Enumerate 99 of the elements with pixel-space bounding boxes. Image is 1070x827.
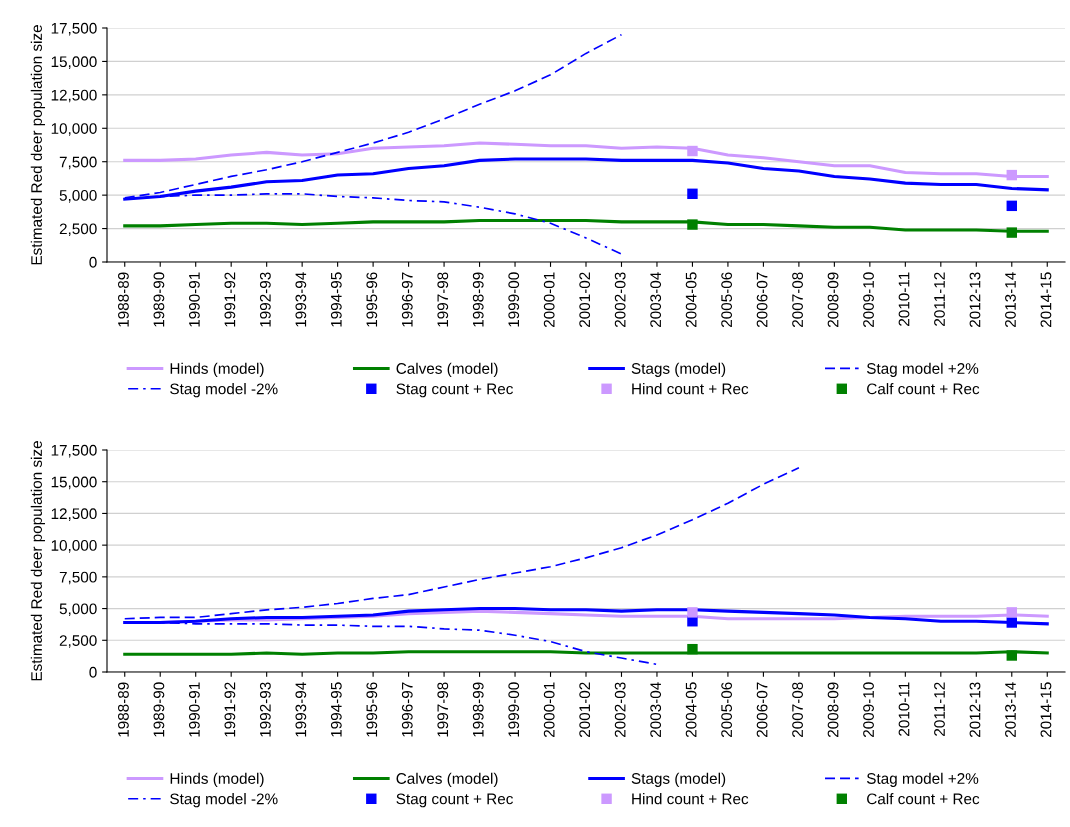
y-tick-label: 5,000	[59, 603, 97, 617]
x-tick-label: 2009-10	[863, 682, 874, 738]
x-tick-label: 2007-08	[792, 682, 803, 738]
x-tick-label: 1990-91	[188, 272, 200, 327]
point	[1006, 200, 1017, 212]
point	[1006, 650, 1017, 661]
x-tick-label: 1990-91	[188, 682, 200, 737]
point	[687, 643, 698, 655]
x-tick-label: 1995-96	[366, 272, 378, 327]
x-tick-label: 2014-15	[1040, 682, 1052, 738]
x-tick-label: 1992-93	[259, 272, 271, 327]
legend-label: Calves (model)	[396, 772, 498, 787]
y-tick-label: 7,500	[59, 571, 97, 585]
x-tick-label: 1996-97	[401, 682, 413, 737]
x-tick-label: 2004-05	[685, 272, 697, 328]
x-tick-label: 2008-09	[827, 272, 839, 328]
x-tick-label: 1991-92	[224, 272, 236, 327]
y-tick-label: 12,500	[51, 89, 97, 103]
x-tick-label: 2005-06	[721, 682, 733, 738]
x-tick-label: 2011-12	[934, 272, 945, 326]
legend-label: Stag model +2%	[866, 772, 979, 787]
x-tick-label: 2002-03	[614, 272, 626, 328]
x-tick-label: 2006-07	[756, 272, 768, 328]
x-tick-label: 1989-90	[153, 682, 165, 737]
legend-label: Hind count + Rec	[632, 383, 749, 395]
x-tick-label: 2013-14	[1005, 682, 1016, 738]
x-tick-label: 2010-11	[898, 272, 910, 326]
y-axis-title: Estimated Red deer population size	[30, 25, 45, 265]
x-tick-label: 2009-10	[863, 272, 874, 328]
x-tick-label: 2008-09	[827, 682, 839, 738]
x-tick-label: 2001-02	[579, 272, 591, 328]
x-tick-label: 2005-06	[721, 272, 733, 328]
legend-label: Hinds (model)	[170, 362, 264, 377]
y-tick-label: 17,500	[51, 444, 97, 458]
x-tick-label: 2013-14	[1005, 272, 1016, 328]
point	[687, 607, 698, 618]
x-tick-label: 1998-99	[472, 682, 484, 737]
legend-label: Stags (model)	[631, 362, 726, 377]
x-tick-label: 1991-92	[224, 682, 236, 737]
y-tick-label: 5,000	[59, 190, 97, 203]
x-tick-label: 1997-98	[437, 682, 449, 737]
y-tick-label: 15,000	[51, 56, 97, 69]
legend-label: Calf count + Rec	[867, 383, 980, 395]
x-tick-label: 1994-95	[330, 682, 342, 737]
y-tick-label: 0	[89, 256, 97, 268]
legend-label: Stag count + Rec	[396, 793, 513, 808]
y-tick-label: 0	[89, 666, 97, 678]
y-tick-label: 12,500	[51, 508, 97, 521]
x-tick-label: 1989-90	[153, 272, 165, 327]
legend-label: Stag count + Rec	[396, 383, 513, 398]
x-tick-label: 1992-93	[259, 682, 271, 737]
legend-label: Hinds (model)	[170, 772, 264, 787]
point	[1006, 617, 1017, 628]
x-tick-label: 2003-04	[650, 272, 662, 328]
x-tick-label: 1994-95	[330, 272, 342, 327]
point	[1006, 607, 1017, 618]
point	[687, 219, 698, 230]
x-tick-label: 2000-01	[543, 272, 555, 328]
legend-label: Stag model -2%	[170, 383, 278, 398]
legend-label: Stag model -2%	[170, 793, 278, 808]
x-tick-label: 1997-98	[437, 272, 449, 327]
x-tick-label: 2001-02	[579, 682, 591, 738]
legend-label: Hind count + Rec	[632, 793, 749, 805]
y-axis-title: Estimated Red deer population size	[30, 441, 45, 681]
point	[687, 145, 698, 157]
x-tick-label: 2014-15	[1040, 272, 1052, 328]
x-tick-label: 1988-89	[118, 272, 129, 327]
y-tick-label: 10,000	[51, 540, 97, 553]
y-tick-label: 2,500	[59, 635, 97, 648]
y-tick-label: 17,500	[51, 22, 97, 36]
x-tick-label: 2003-04	[650, 682, 662, 738]
x-tick-label: 1993-94	[295, 272, 307, 327]
x-tick-label: 2012-13	[969, 272, 981, 328]
x-tick-label: 2004-05	[685, 682, 697, 738]
x-tick-label: 2010-11	[898, 682, 910, 736]
y-tick-label: 10,000	[51, 123, 97, 136]
x-tick-label: 1995-96	[366, 682, 378, 737]
point	[687, 188, 698, 200]
x-tick-label: 1996-97	[401, 272, 413, 327]
y-tick-label: 7,500	[59, 156, 97, 170]
x-tick-label: 2000-01	[543, 682, 555, 738]
point	[1006, 227, 1017, 238]
x-tick-label: 1999-00	[508, 272, 520, 327]
legend-label: Stag model +2%	[866, 362, 979, 377]
y-tick-label: 2,500	[59, 223, 97, 237]
x-tick-label: 2012-13	[969, 682, 981, 738]
legend-label: Calf count + Rec	[867, 793, 980, 805]
x-tick-label: 1988-89	[118, 682, 129, 737]
x-tick-label: 2002-03	[614, 682, 626, 738]
x-tick-label: 1993-94	[295, 682, 307, 737]
legend-label: Calves (model)	[396, 362, 498, 377]
y-tick-label: 15,000	[51, 476, 97, 490]
x-tick-label: 2006-07	[756, 682, 768, 738]
x-tick-label: 2007-08	[792, 272, 803, 328]
x-tick-label: 1998-99	[472, 272, 484, 327]
point	[1006, 169, 1017, 181]
x-tick-label: 2011-12	[934, 682, 945, 736]
x-tick-label: 1999-00	[508, 682, 520, 737]
legend-label: Stags (model)	[631, 772, 726, 787]
